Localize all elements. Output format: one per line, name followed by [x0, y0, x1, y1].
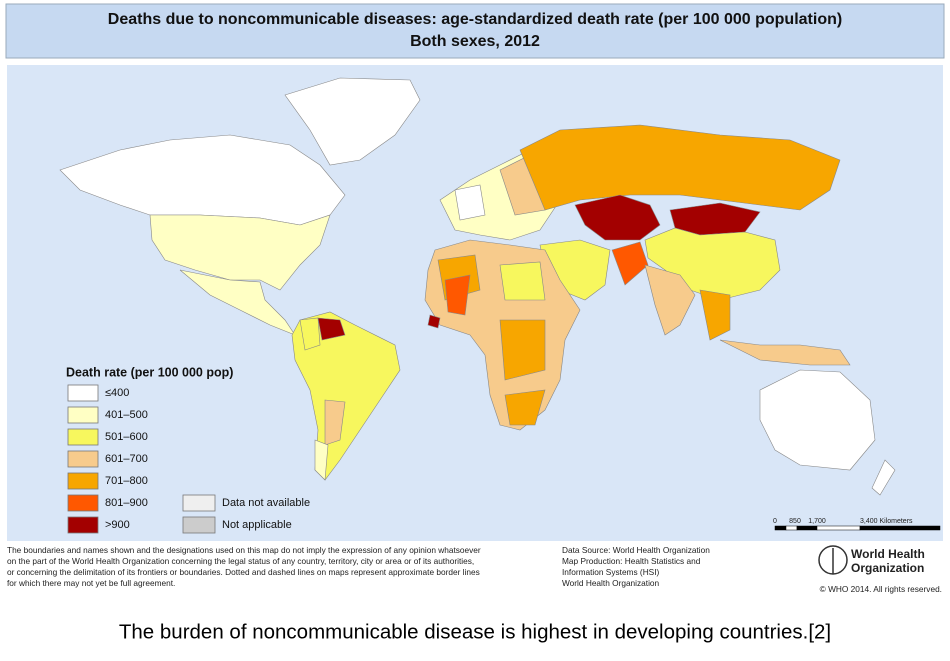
disclaimer-line: for which there may not yet be full agre… [7, 578, 175, 588]
disclaimer: The boundaries and names shown and the d… [7, 545, 481, 588]
source: Data Source: World Health OrganizationMa… [562, 545, 710, 588]
mexico [179, 269, 296, 336]
kazakhstan [574, 194, 661, 241]
south-america [291, 311, 401, 481]
central-africa [499, 319, 546, 381]
map [7, 65, 943, 541]
subtitle: Both sexes, 2012 [410, 33, 540, 50]
legend: ≤400 401–500 501–600 601–700 701–800 801–900 >… [67, 384, 310, 534]
source-line: World Health Organization [562, 578, 660, 588]
scale-label: 0 [773, 518, 777, 525]
scale-segment [785, 525, 798, 531]
legend-label: 401–500 [105, 409, 148, 421]
legend-label: 501–600 [105, 431, 148, 443]
sudan [499, 261, 546, 301]
guyana [317, 317, 346, 341]
russia [519, 124, 841, 211]
title-box [5, 3, 945, 59]
org-name: World Health [851, 547, 925, 561]
colombia [299, 317, 321, 351]
china [644, 227, 781, 301]
india [644, 264, 696, 336]
disclaimer-line: The boundaries and names shown and the d… [7, 545, 481, 555]
caption: The burden of noncommunicable disease is… [119, 620, 831, 643]
source-line: Information Systems (HSI) [562, 567, 660, 577]
legend-label: ≤400 [105, 387, 129, 399]
source-line: Map Production: Health Statistics and [562, 556, 701, 566]
legend-label: Data not available [222, 497, 310, 509]
australia [759, 369, 876, 471]
legend-swatch [182, 516, 216, 534]
disclaimer-line: on the part of the World Health Organiza… [7, 556, 474, 566]
legend-label: 701–800 [105, 475, 148, 487]
scale-segment [816, 525, 861, 531]
legend-swatch [67, 428, 99, 446]
title: Deaths due to noncommunicable diseases: … [108, 11, 842, 28]
bolivia [324, 399, 346, 446]
west-europe [454, 184, 486, 221]
org-name: Organization [851, 561, 924, 575]
legend-swatch [67, 472, 99, 490]
who-logo [818, 545, 848, 575]
legend-swatch [67, 384, 99, 402]
southeast-asia [699, 289, 731, 341]
indonesia [719, 339, 851, 366]
legend-label: >900 [105, 519, 130, 531]
scale-segment [859, 525, 941, 531]
scale-segment [774, 525, 787, 531]
legend-swatch [67, 516, 99, 534]
scale-bar: 0 850 1,700 3,400 Kilometers [773, 518, 941, 531]
usa [149, 214, 331, 291]
legend-swatch [67, 494, 99, 512]
sierra-leone [427, 314, 441, 329]
legend-title: Death rate (per 100 000 pop) [66, 365, 233, 379]
mali [444, 274, 471, 316]
greenland [284, 77, 421, 166]
chile [314, 439, 329, 481]
copyright: © WHO 2014. All rights reserved. [820, 584, 942, 594]
legend-label: 801–900 [105, 497, 148, 509]
source-line: Data Source: World Health Organization [562, 545, 710, 555]
legend-swatch [67, 406, 99, 424]
scale-label: 1,700 [808, 518, 826, 525]
new-zealand [871, 459, 896, 496]
scale-segment [796, 525, 818, 531]
south-africa [504, 389, 546, 426]
scale-label: 850 [789, 518, 801, 525]
disclaimer-line: or concerning the delimitation of its fr… [7, 567, 480, 577]
legend-label: 601–700 [105, 453, 148, 465]
afghanistan [611, 241, 649, 286]
legend-swatch [67, 450, 99, 468]
legend-label: Not applicable [222, 519, 292, 531]
scale-label: 3,400 Kilometers [860, 518, 913, 525]
legend-swatch [182, 494, 216, 512]
